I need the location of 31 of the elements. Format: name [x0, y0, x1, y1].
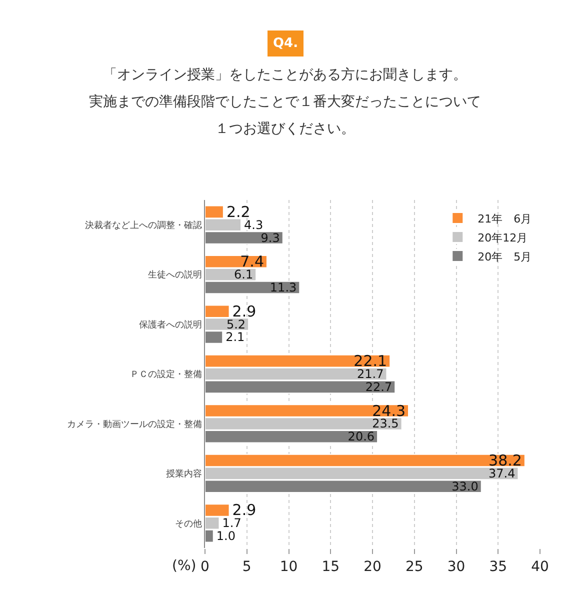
- x-tick-label: 25: [405, 558, 424, 575]
- legend-label: 21年 6月: [478, 212, 532, 226]
- data-label: 33.0: [452, 479, 478, 494]
- data-label: 11.3: [270, 280, 297, 294]
- x-tick-label: 0: [200, 558, 210, 575]
- text: 「オンライン授業」をしたことがある方にお聞きします。: [103, 67, 467, 83]
- y-tick-label: 決裁者など上への調整・確認: [85, 220, 202, 232]
- x-tick-label: 40: [531, 558, 549, 575]
- data-label: 22.7: [365, 380, 392, 394]
- x-axis-title: (%): [172, 558, 196, 574]
- text: 実施までの準備段階でしたことで１番大変だったことについて: [89, 94, 481, 110]
- x-tick-label: 35: [489, 558, 508, 575]
- chart-title: Q4.: [273, 36, 298, 51]
- data-label: 9.3: [260, 230, 280, 245]
- y-tick-label: 保護者への説明: [139, 319, 202, 330]
- x-tick-label: 20: [364, 558, 382, 575]
- x-tick-label: 10: [280, 558, 298, 575]
- y-tick-label: ＰＣの設定・整備: [130, 369, 202, 380]
- data-label: 2.1: [226, 330, 245, 344]
- x-tick-label: 5: [242, 558, 252, 575]
- y-tick-label: その他: [175, 518, 202, 530]
- text: １つお選びください。: [215, 121, 355, 137]
- y-tick-label: カメラ・動画ツールの設定・整備: [67, 418, 202, 430]
- x-tick-label: 15: [322, 558, 340, 575]
- legend-label: 20年12月: [478, 231, 528, 244]
- y-tick-label: 授業内容: [166, 468, 202, 480]
- y-tick-label: 生徒への説明: [148, 270, 202, 281]
- legend-label: 20年 5月: [478, 250, 532, 264]
- data-label: 1.0: [216, 529, 236, 544]
- x-tick-label: 30: [447, 558, 466, 575]
- data-label: 20.6: [348, 430, 375, 444]
